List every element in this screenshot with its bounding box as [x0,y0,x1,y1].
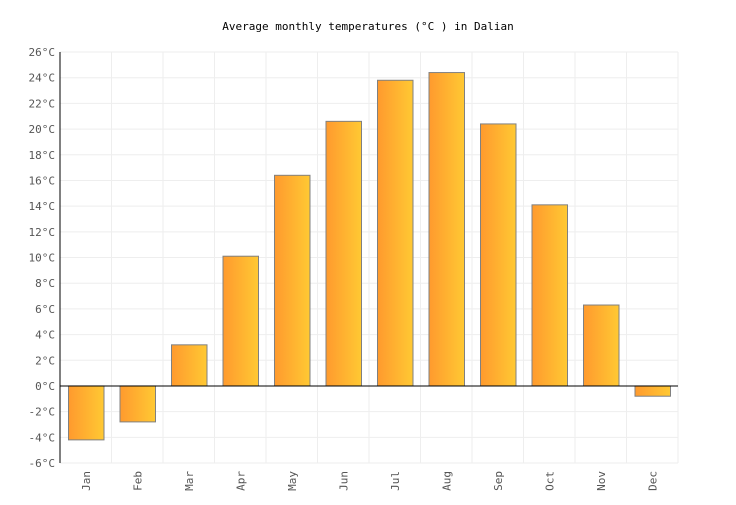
bar-jun [325,120,362,387]
y-tick-label: -6°C [29,457,56,470]
y-tick-label: -2°C [29,406,56,419]
x-tick-label: Feb [131,471,144,491]
y-tick-label: 4°C [35,329,55,342]
x-tick-label: Dec [646,471,659,491]
x-tick-label: Apr [234,471,247,491]
bar-oct [531,204,568,387]
bar-sep [480,123,517,387]
y-tick-label: 22°C [29,97,56,110]
x-tick-label: Jul [389,471,402,491]
x-tick-label: Jun [337,471,350,491]
bar-mar [171,344,208,387]
y-tick-label: 10°C [29,252,56,265]
y-tick-label: 26°C [29,46,56,59]
bar-jan [68,385,105,441]
y-tick-label: 2°C [35,354,55,367]
bar-jul [377,79,414,387]
y-tick-label: 6°C [35,303,55,316]
bar-aug [428,72,465,387]
y-tick-label: -4°C [29,431,56,444]
x-tick-label: Jan [80,471,93,491]
x-tick-label: Mar [183,471,196,491]
y-tick-label: 0°C [35,380,55,393]
y-tick-label: 20°C [29,123,56,136]
bar-nov [583,304,620,387]
x-tick-label: Sep [492,471,505,491]
bar-feb [119,385,156,423]
y-tick-label: 12°C [29,226,56,239]
y-tick-label: 18°C [29,149,56,162]
x-tick-label: May [286,471,299,491]
x-tick-label: Nov [595,471,608,491]
bar-apr [222,255,259,387]
chart-title: Average monthly temperatures (°C ) in Da… [222,20,513,33]
y-tick-label: 14°C [29,200,56,213]
x-tick-label: Oct [543,471,556,491]
bar-dec [634,385,671,397]
bar-may [274,174,311,387]
y-tick-label: 24°C [29,72,56,85]
y-tick-label: 8°C [35,277,55,290]
y-tick-label: 16°C [29,174,56,187]
x-tick-label: Aug [440,471,453,491]
